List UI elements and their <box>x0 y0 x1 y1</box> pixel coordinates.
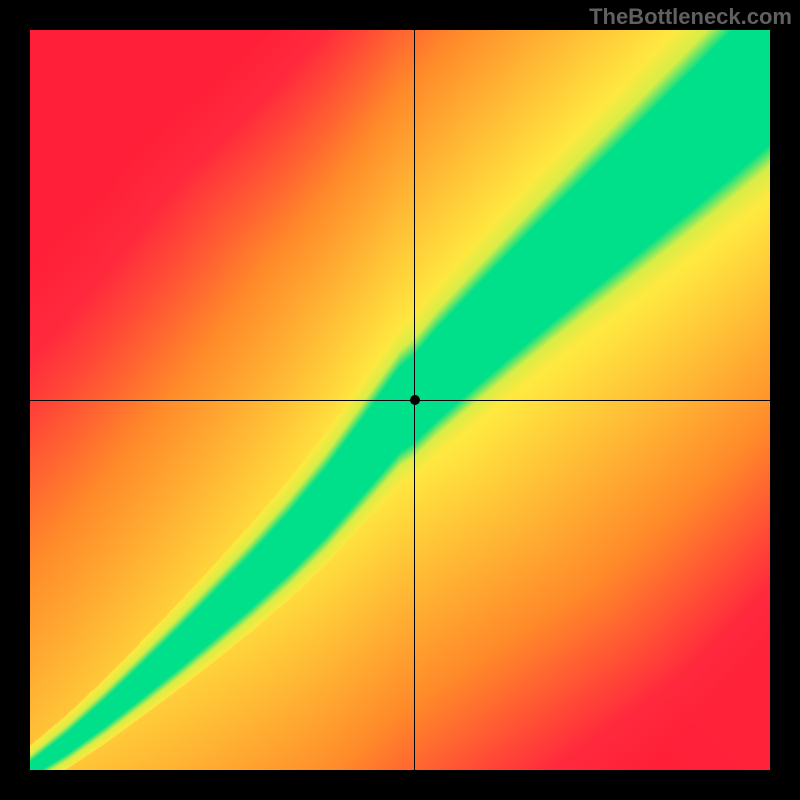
chart-frame <box>0 0 800 800</box>
watermark-text: TheBottleneck.com <box>589 4 792 30</box>
crosshair-horizontal <box>30 400 770 401</box>
config-marker <box>410 395 420 405</box>
